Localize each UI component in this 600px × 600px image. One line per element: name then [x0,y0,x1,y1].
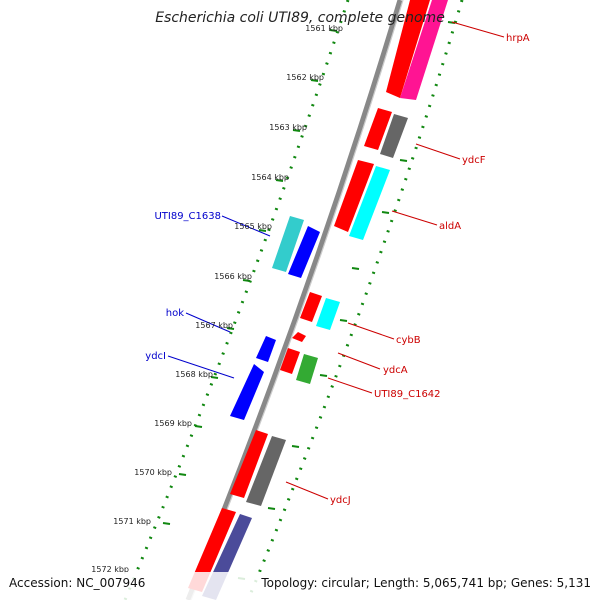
gene-label-uti1642: UTI89_C1642 [374,389,441,400]
gene-uti1638-teal [272,216,304,272]
gene-aldA-red [334,160,374,232]
tick-label: 1561 kbp [305,24,343,33]
gene-aldA-cyan [349,166,390,240]
gene-uti1638-blue [288,226,320,278]
tick-label: 1562 kbp [286,73,324,82]
gene-label-ydcA: ydcA [383,365,408,376]
tick-label: 1567 kbp [195,321,233,330]
gene-ydcF-red [364,108,392,150]
gene-label-ydcF: ydcF [462,155,486,166]
tick-label: 1571 kbp [113,517,151,526]
gene-label-cybB: cybB [396,335,421,346]
tick-labels: 1561 kbp 1562 kbp 1563 kbp 1564 kbp 1565… [91,24,343,574]
gene-cybB-cyan [316,298,340,330]
reverse-genes [230,216,320,420]
gene-ydcJ-red [230,430,268,498]
leader-lines-reverse [167,215,271,379]
tick-label: 1564 kbp [251,173,289,182]
gene-ydcF-grey [380,114,408,158]
tick-label: 1569 kbp [154,419,192,428]
tick-label: 1565 kbp [234,222,272,231]
gene-label-hrpA: hrpA [506,33,530,44]
gene-ydcA-red [292,332,306,342]
gene-cybB-red [300,292,322,322]
gene-1642-green [296,354,318,384]
forward-genes [188,0,448,600]
tick-label: 1572 kbp [91,565,129,574]
backbone [185,0,403,600]
reverse-gene-labels: UTI89_C1638 hok ydcI [145,211,221,362]
gene-1642a-red [280,348,300,374]
footer-background [0,572,600,600]
leader-lines-forward [285,21,505,500]
gene-hrpA-red [386,0,430,98]
gc-track-outer [246,0,464,600]
accession-text: Accession: NC_007946 [9,576,145,590]
tick-label: 1563 kbp [269,123,307,132]
gene-hok-blue [256,336,276,362]
gc-track-inner [123,0,350,600]
tick-label: 1570 kbp [134,468,172,477]
gene-label-aldA: aldA [439,221,461,232]
gene-ydcI-blue [230,364,264,420]
gene-label-ydcJ: ydcJ [330,495,351,506]
gene-hrpA-magenta [400,0,448,100]
summary-text: Topology: circular; Length: 5,065,741 bp… [260,576,591,590]
tick-label: 1566 kbp [214,272,252,281]
tick-label: 1568 kbp [175,370,213,379]
gene-label-hok: hok [166,308,184,319]
gene-bottom-red [188,508,236,592]
map-title: Escherichia coli UTI89, complete genome [155,10,445,26]
gene-label-ydcI: ydcI [145,351,166,362]
gene-label-uti1638: UTI89_C1638 [154,211,221,222]
forward-gene-labels: hrpA ydcF aldA cybB ydcA UTI89_C1642 ydc… [330,33,530,506]
gene-ydcJ-grey [246,436,286,506]
tick-marks [162,29,338,525]
